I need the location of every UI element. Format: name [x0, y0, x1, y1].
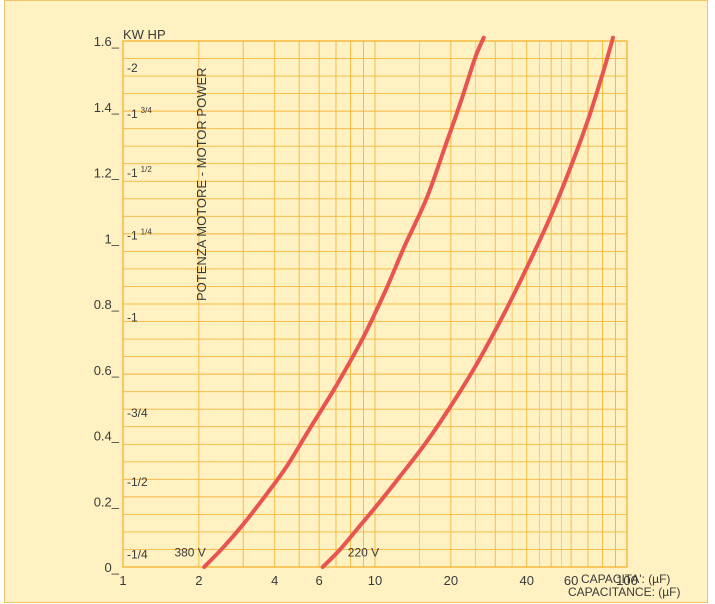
- y-tick-label-hp: -1 1/2: [127, 165, 152, 180]
- series-curve-220v: [320, 35, 615, 569]
- y-tick-label-hp: -3/4: [127, 406, 148, 420]
- x-tick-label: 60: [564, 573, 578, 588]
- y-tick-label-kw: 1.4_: [94, 100, 120, 115]
- y-tick-label-hp-fraction: 1/4: [141, 228, 153, 237]
- y-tick-label-kw: 1_: [105, 231, 120, 246]
- y-tick-label-kw: 0.2_: [94, 494, 120, 509]
- x-tick-label: 100: [616, 573, 638, 588]
- x-axis-label-line1: CAPACITA': (µF): [581, 572, 670, 586]
- y-tick-label-hp: -1 3/4: [127, 106, 152, 121]
- x-tick-label: 1: [119, 573, 126, 588]
- capacitance-power-chart: KW HP POTENZA MOTORE - MOTOR POWER CAPAC…: [94, 27, 681, 599]
- y-tick-label-hp: -1 1/4: [127, 228, 152, 243]
- x-tick-label: 40: [519, 573, 533, 588]
- x-tick-label: 4: [271, 573, 278, 588]
- series-curve-380v: [202, 35, 486, 569]
- y-tick-label-kw: 0.8_: [94, 297, 120, 312]
- chart-frame: KW HP POTENZA MOTORE - MOTOR POWER CAPAC…: [4, 0, 708, 603]
- y-tick-label-kw: 0.6_: [94, 363, 120, 378]
- y-tick-label-kw: 0.4_: [94, 429, 120, 444]
- y-tick-label-hp: -1: [127, 311, 138, 325]
- x-tick-label: 2: [195, 573, 202, 588]
- y-tick-label-hp: -2: [127, 61, 138, 75]
- y-tick-label-kw: 0_: [105, 560, 120, 575]
- x-tick-label: 20: [444, 573, 458, 588]
- y-tick-label-kw: 1.2_: [94, 166, 120, 181]
- y-axis-label: POTENZA MOTORE - MOTOR POWER: [194, 67, 209, 301]
- y-tick-label-hp: -1/4: [127, 547, 148, 561]
- y-tick-label-hp-fraction: 1/2: [141, 165, 153, 174]
- y-tick-label-hp: -1/2: [127, 475, 148, 489]
- x-axis-label-line2: CAPACITANCE: (µF): [568, 585, 680, 599]
- grid: [122, 40, 628, 568]
- y-tick-label-hp-fraction: 3/4: [141, 106, 153, 115]
- units-label: KW HP: [123, 27, 166, 42]
- series-label-380v: 380 V: [174, 545, 205, 559]
- x-tick-label: 10: [368, 573, 382, 588]
- series-label-220v: 220 V: [348, 545, 379, 559]
- y-tick-label-kw: 1.6_: [94, 34, 120, 49]
- curves: [202, 35, 615, 569]
- labels: KW HP POTENZA MOTORE - MOTOR POWER CAPAC…: [94, 27, 681, 599]
- x-tick-label: 6: [315, 573, 322, 588]
